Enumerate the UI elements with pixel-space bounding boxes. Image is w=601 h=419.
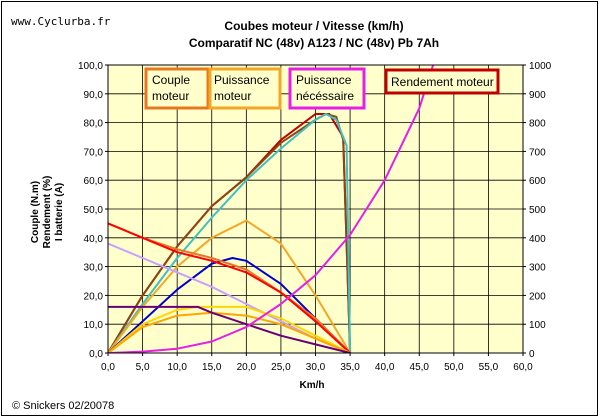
legend-necessaire-line-2: nécéssaire — [296, 89, 354, 103]
x-axis-label: Km/h — [300, 380, 325, 391]
x-tick-label: 55,0 — [479, 362, 499, 373]
y2-tick-label: 400 — [529, 234, 546, 245]
chart-subtitle: Comparatif NC (48v) A123 / NC (48v) Pb 7… — [189, 36, 439, 50]
y-axis-label-line-1: Couple (N.m) — [30, 181, 41, 243]
y2-tick-label: 100 — [529, 320, 546, 331]
x-tick-label: 0,0 — [101, 362, 115, 373]
legend-couple-line-1: Couple — [152, 73, 190, 87]
y-tick-label: 60,0 — [84, 176, 104, 187]
x-tick-label: 45,0 — [410, 362, 430, 373]
x-tick-label: 35,0 — [340, 362, 360, 373]
y2-tick-label: 600 — [529, 176, 546, 187]
legend-rendement-line-1: Rendement moteur — [391, 75, 494, 89]
series-line-4 — [108, 219, 351, 353]
series-line-5 — [108, 257, 351, 353]
x-tick-label: 20,0 — [237, 362, 257, 373]
credit-text: © Snickers 02/20078 — [12, 400, 114, 412]
y2-tick-label: 700 — [529, 147, 546, 158]
series-line-11 — [108, 305, 351, 353]
y-tick-label: 30,0 — [84, 263, 104, 274]
y2-tick-label: 1000 — [529, 61, 552, 72]
legend-couple-line-2: moteur — [152, 89, 189, 103]
y-tick-label: 40,0 — [84, 234, 104, 245]
y2-tick-label: 0 — [529, 349, 535, 360]
legend-puissance-line-2: moteur — [214, 89, 251, 103]
y-axis-left: 0,0 10,0 20,0 30,0 40,0 50,0 60,0 70,0 80,0 90,0 1… — [78, 61, 108, 360]
y-axis-label-line-2: Rendement (%) — [42, 176, 53, 249]
series-line-3 — [108, 113, 352, 353]
series-line-7 — [108, 222, 351, 353]
x-tick-label: 60,0 — [513, 362, 533, 373]
y-axis-label-line-3: I batterie (A) — [54, 183, 65, 241]
chart-title: Coubes moteur / Vitesse (km/h) — [224, 19, 403, 33]
legend-puissance-line-1: Puissance — [214, 73, 270, 87]
series-line-9 — [108, 305, 351, 353]
x-tick-label: 10,0 — [167, 362, 187, 373]
y-tick-label: 70,0 — [84, 147, 104, 158]
y-tick-label: 90,0 — [84, 90, 104, 101]
y-axis-label: Couple (N.m) Rendement (%) I batterie (A… — [30, 176, 65, 249]
legend-box-necessaire-frame — [288, 67, 366, 110]
y2-tick-label: 500 — [529, 205, 546, 216]
legend-box-rendement-moteur: Rendement moteur — [384, 68, 500, 95]
x-tick-label: 25,0 — [271, 362, 291, 373]
y-tick-label: 100,0 — [78, 61, 103, 72]
x-tick-label: 30,0 — [306, 362, 326, 373]
y2-tick-label: 900 — [529, 90, 546, 101]
legend-box-puissance-frame — [208, 67, 282, 110]
x-axis: 0,0 5,0 10,0 15,0 20,0 25,0 30,0 35,0 40,0 45,0 50… — [101, 353, 533, 373]
x-tick-label: 15,0 — [202, 362, 222, 373]
series-line-12 — [108, 65, 435, 353]
series-layer — [108, 65, 435, 353]
y-axis-right: 0 100 200 300 400 500 600 700 800 900 1000 — [523, 61, 552, 360]
y2-tick-label: 200 — [529, 291, 546, 302]
y-tick-label: 20,0 — [84, 291, 104, 302]
y-tick-label: 50,0 — [84, 205, 104, 216]
x-tick-label: 5,0 — [136, 362, 150, 373]
legend-box-puissance-moteur: Puissance moteur — [208, 67, 282, 110]
y2-tick-label: 300 — [529, 263, 546, 274]
legend-box-rendement-frame — [384, 68, 500, 95]
y2-tick-label: 800 — [529, 119, 546, 130]
site-url: www.Cyclurba.fr — [11, 15, 111, 28]
legend-necessaire-line-1: Puissance — [296, 73, 352, 87]
series-line-10 — [108, 311, 351, 353]
y-tick-label: 80,0 — [84, 119, 104, 130]
y-tick-label: 0,0 — [89, 349, 103, 360]
legend: Couple moteur Puissance moteur Puissance… — [144, 67, 500, 110]
x-tick-label: 40,0 — [375, 362, 395, 373]
x-tick-label: 50,0 — [444, 362, 464, 373]
legend-box-puissance-necessaire: Puissance nécéssaire — [288, 67, 366, 110]
legend-box-couple-moteur: Couple moteur — [144, 67, 210, 110]
legend-box-couple-frame — [144, 67, 210, 110]
y-tick-label: 10,0 — [84, 320, 104, 331]
